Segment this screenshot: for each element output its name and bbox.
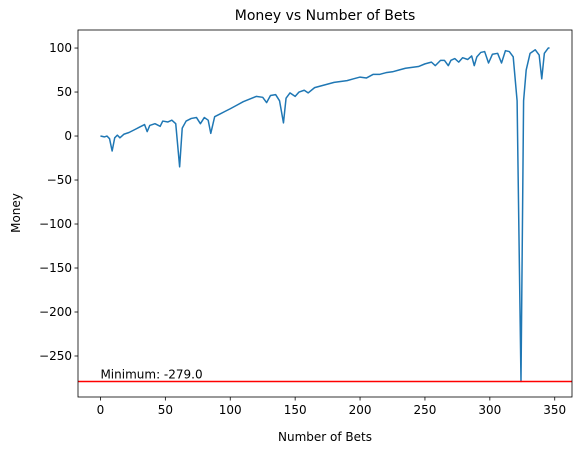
chart-title: Money vs Number of Bets [235, 8, 416, 24]
y-tick-label: −250 [39, 349, 72, 363]
x-tick-label: 100 [219, 403, 242, 417]
y-tick-label: −150 [39, 261, 72, 275]
x-tick-label: 0 [97, 403, 105, 417]
x-tick-label: 350 [543, 403, 566, 417]
axes-frame [77, 29, 573, 398]
y-tick-label: 50 [57, 85, 72, 99]
y-tick-label: 0 [64, 129, 72, 143]
y-tick-label: 100 [49, 41, 72, 55]
y-tick-label: −200 [39, 305, 72, 319]
x-tick-label: 150 [284, 403, 307, 417]
data-line [100, 47, 550, 383]
y-tick-label: −50 [47, 173, 72, 187]
x-tick-label: 200 [349, 403, 372, 417]
y-axis-label: Money [9, 193, 23, 233]
x-tick-label: 50 [158, 403, 173, 417]
x-tick-label: 300 [478, 403, 501, 417]
min-annotation: Minimum: -279.0 [100, 368, 202, 382]
y-tick-label: −100 [39, 217, 72, 231]
x-tick-label: 250 [413, 403, 436, 417]
x-axis-label: Number of Bets [278, 430, 372, 444]
